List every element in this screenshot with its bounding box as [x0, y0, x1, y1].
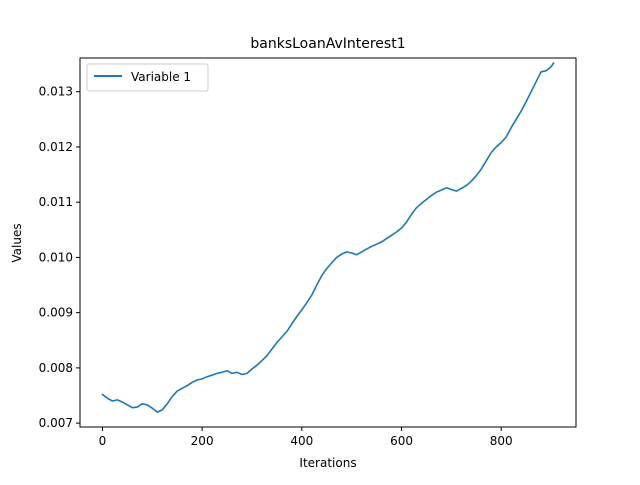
x-tick-label: 200: [191, 434, 214, 448]
x-tick-label: 600: [390, 434, 413, 448]
plot-frame: [79, 57, 577, 428]
y-axis-ticks: 0.007 0.008 0.009 0.010 0.011 0.012 0.013: [39, 85, 80, 430]
y-tick-label: 0.009: [39, 306, 73, 320]
legend-box: [86, 63, 209, 92]
chart-title: banksLoanAvInterest1: [250, 36, 405, 52]
x-axis-ticks: 0 200 400 600 800: [99, 427, 513, 448]
y-tick-label: 0.007: [39, 416, 73, 430]
x-tick-label: 800: [490, 434, 513, 448]
series-line-1: [101, 62, 555, 413]
x-tick-label: 400: [290, 434, 313, 448]
y-tick-label: 0.010: [39, 250, 73, 264]
y-tick-label: 0.013: [39, 85, 73, 99]
legend-label-variable-1: Variable 1: [131, 70, 191, 84]
y-tick-label: 0.008: [39, 361, 73, 375]
x-axis-label: Iterations: [299, 456, 356, 470]
plot-area: [79, 57, 577, 428]
y-axis-label: Values: [10, 223, 24, 262]
legend: Variable 1: [86, 63, 209, 92]
x-tick-label: 0: [99, 434, 107, 448]
y-tick-label: 0.011: [39, 195, 73, 209]
y-tick-label: 0.012: [39, 140, 73, 154]
